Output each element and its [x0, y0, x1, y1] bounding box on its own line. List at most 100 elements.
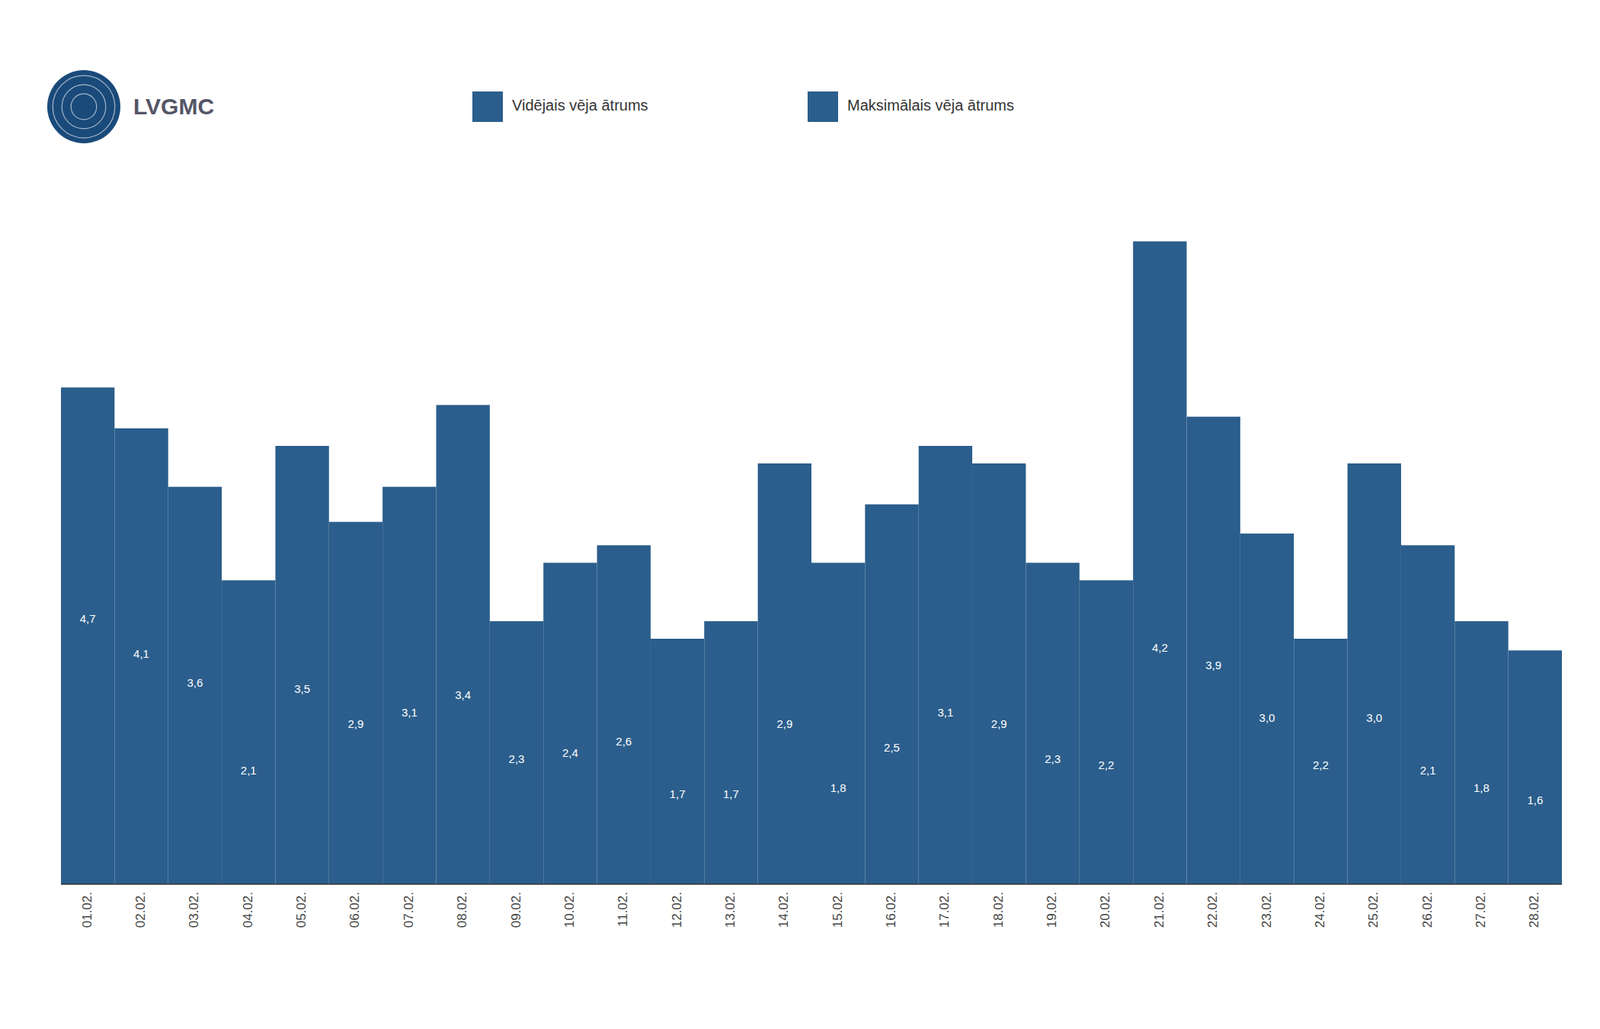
x-tick-label: 06.02. [347, 891, 362, 928]
value-label: 4,1 [133, 646, 150, 660]
value-label: 2,9 [776, 716, 793, 730]
x-tick-label: 21.02. [1152, 891, 1167, 928]
value-label: 3,1 [401, 705, 418, 719]
bar [221, 579, 276, 884]
bar [811, 562, 865, 884]
legend-swatch [472, 91, 503, 122]
value-label: 3,1 [937, 705, 954, 719]
value-label: 4,7 [80, 611, 96, 625]
bar [1079, 579, 1133, 884]
value-label: 1,8 [1473, 780, 1490, 794]
bar [275, 445, 329, 884]
legend: Vidējais vēja ātrums Maksimālais vēja ātr… [472, 91, 1015, 122]
bar [650, 638, 704, 884]
x-tick-label: 23.02. [1259, 891, 1274, 928]
chart: 4,7 4,1 3,6 2,1 3,5 2,9 3,1 3,4 2,3 2,4 2,6 1,7 1,7 2… [0, 0, 1600, 1029]
bar [329, 521, 383, 884]
value-labels: 4,7 4,1 3,6 2,1 3,5 2,9 3,1 3,4 2,3 2,4 2,6 1,7 1,7 2… [80, 611, 1544, 807]
bar [1240, 533, 1294, 884]
logo-ring [61, 84, 106, 129]
value-label: 3,0 [1259, 710, 1276, 724]
bar [168, 486, 222, 884]
x-tick-label: 26.02. [1420, 891, 1435, 928]
x-tick-label: 24.02. [1312, 891, 1328, 928]
bar [543, 562, 597, 884]
bar [1347, 463, 1402, 884]
bar [704, 620, 758, 884]
x-tick-label: 04.02. [240, 891, 256, 928]
x-tick-label: 09.02. [508, 891, 524, 928]
bar [972, 463, 1026, 884]
x-tick-label: 07.02. [401, 891, 416, 928]
bar [1132, 241, 1187, 884]
legend-label: Vidējais vēja ātrums [512, 96, 649, 114]
value-label: 2,4 [562, 745, 579, 759]
x-tick-label: 25.02. [1366, 891, 1381, 928]
x-tick-label: 18.02. [991, 891, 1006, 928]
value-label: 1,7 [723, 787, 740, 800]
value-label: 2,3 [1044, 752, 1061, 765]
bar [1454, 620, 1508, 884]
value-label: 3,9 [1205, 658, 1222, 672]
value-label: 2,2 [1312, 758, 1329, 772]
x-tick-label: 10.02. [562, 891, 577, 928]
x-tick-label: 16.02. [883, 891, 899, 928]
x-tick-label: 19.02. [1044, 891, 1060, 928]
bar [1293, 638, 1348, 884]
x-tick-label: 02.02. [133, 891, 148, 928]
x-tick-label: 17.02. [937, 891, 952, 928]
legend-label: Maksimālais vēja ātrums [847, 96, 1015, 114]
value-label: 2,9 [991, 716, 1008, 730]
value-label: 3,4 [454, 688, 471, 701]
x-tick-label: 15.02. [830, 891, 845, 928]
value-label: 2,2 [1098, 758, 1115, 772]
bar [1187, 416, 1241, 884]
logo-ring [70, 93, 97, 120]
value-label: 1,7 [669, 787, 686, 800]
x-tick-label: 20.02. [1097, 891, 1113, 928]
x-tick-label: 05.02. [294, 891, 309, 928]
value-label: 2,5 [883, 740, 900, 754]
legend-swatch [807, 91, 839, 122]
bars [60, 241, 1562, 884]
bar [382, 486, 436, 884]
bar [114, 428, 168, 884]
logo [47, 70, 121, 144]
value-label: 4,2 [1152, 640, 1168, 654]
bar [1025, 562, 1079, 884]
bar [489, 620, 544, 884]
logo-group: LVGMC [47, 70, 215, 144]
bar [1401, 544, 1455, 884]
bar [60, 387, 115, 884]
value-label: 2,9 [348, 716, 365, 730]
bar [436, 404, 490, 884]
value-label: 3,0 [1366, 710, 1383, 724]
value-label: 2,1 [1420, 763, 1437, 777]
bar [597, 544, 651, 884]
x-tick-label: 08.02. [454, 891, 470, 928]
value-label: 2,3 [508, 752, 525, 765]
bar [864, 504, 919, 884]
x-tick-label: 03.02. [186, 891, 202, 928]
value-label: 2,6 [615, 734, 632, 748]
x-tick-label: 11.02. [615, 891, 631, 927]
bar [918, 445, 973, 884]
value-label: 3,5 [294, 681, 311, 695]
bar [1508, 649, 1562, 884]
x-tick-label: 22.02. [1205, 891, 1220, 928]
annotation: LVGMC [133, 93, 215, 119]
value-label: 1,6 [1526, 793, 1543, 807]
x-tick-label: 13.02. [723, 891, 738, 928]
value-label: 2,1 [240, 763, 257, 777]
x-tick-label: 14.02. [776, 891, 791, 928]
value-label: 1,8 [830, 780, 847, 794]
x-tick-label: 01.02. [80, 891, 95, 928]
value-label: 3,6 [186, 675, 203, 689]
logo-ring [52, 75, 116, 138]
bar [758, 463, 812, 884]
x-ticks: 01.02. 02.02. 03.02. 04.02. 05.02. 06.02. 07.0… [80, 891, 1543, 928]
x-axis-line [60, 883, 1562, 885]
x-tick-label: 27.02. [1473, 891, 1488, 928]
x-tick-label: 28.02. [1526, 891, 1542, 928]
x-tick-label: 12.02. [669, 891, 685, 928]
